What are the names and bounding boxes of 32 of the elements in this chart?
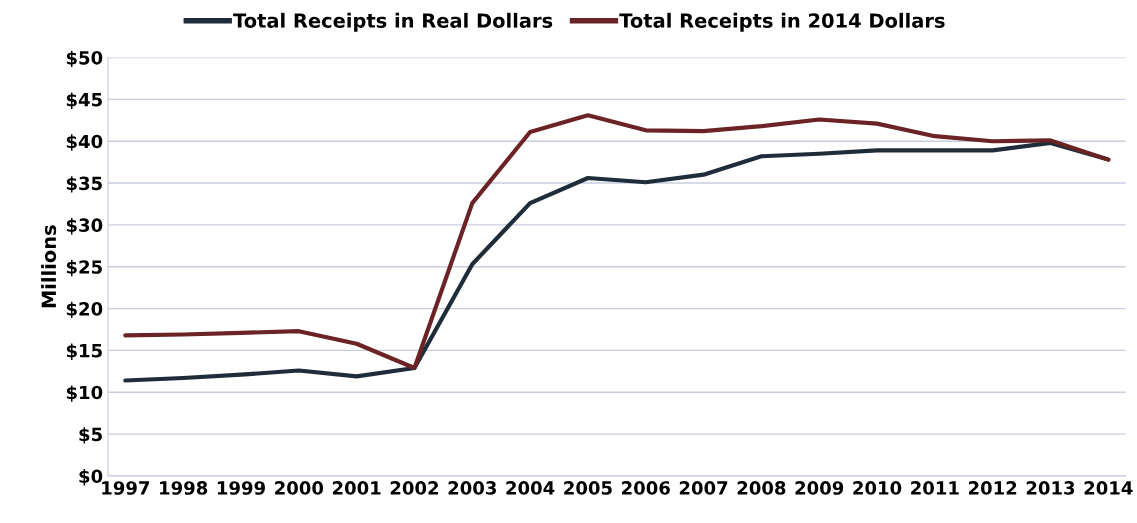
- x-tick-label: 1997: [102, 481, 150, 495]
- y-tick-label: $0: [79, 469, 103, 486]
- x-tick-label: 2002: [390, 481, 439, 495]
- x-tick-label: 2001: [332, 481, 381, 495]
- x-tick-label: 2006: [622, 481, 670, 495]
- y-tick-label: $20: [66, 301, 103, 319]
- y-axis-title: Millions: [41, 225, 57, 308]
- y-tick-label: $40: [66, 134, 103, 151]
- x-tick-label: 2007: [679, 481, 728, 495]
- x-tick-label: 2014: [1084, 481, 1133, 495]
- x-tick-label: 2003: [448, 481, 496, 495]
- y-tick-label: $30: [66, 218, 103, 235]
- x-tick-label: 2011: [911, 481, 959, 495]
- y-tick-label: $15: [66, 343, 102, 360]
- y-tick-label: $10: [66, 385, 103, 402]
- x-tick-label: 2005: [564, 481, 612, 495]
- x-tick-label: 2009: [795, 481, 844, 495]
- x-tick-label: 2012: [968, 481, 1017, 495]
- x-tick-label: 2000: [275, 481, 324, 495]
- x-tick-label: 2004: [506, 481, 555, 495]
- legend-label: Total Receipts in 2014 Dollars: [619, 12, 945, 32]
- x-tick-label: 1998: [160, 481, 208, 495]
- y-tick-label: $35: [66, 176, 102, 193]
- y-tick-label: $5: [79, 427, 102, 444]
- x-tick-label: 1999: [217, 481, 265, 495]
- y-tick-label: $45: [66, 92, 102, 109]
- x-tick-label: 2010: [853, 481, 902, 495]
- legend-label: Total Receipts in Real Dollars: [233, 12, 553, 32]
- y-tick-label: $50: [66, 50, 103, 68]
- y-tick-label: $25: [66, 259, 102, 277]
- x-tick-label: 2008: [737, 481, 786, 495]
- x-tick-label: 2013: [1026, 481, 1075, 495]
